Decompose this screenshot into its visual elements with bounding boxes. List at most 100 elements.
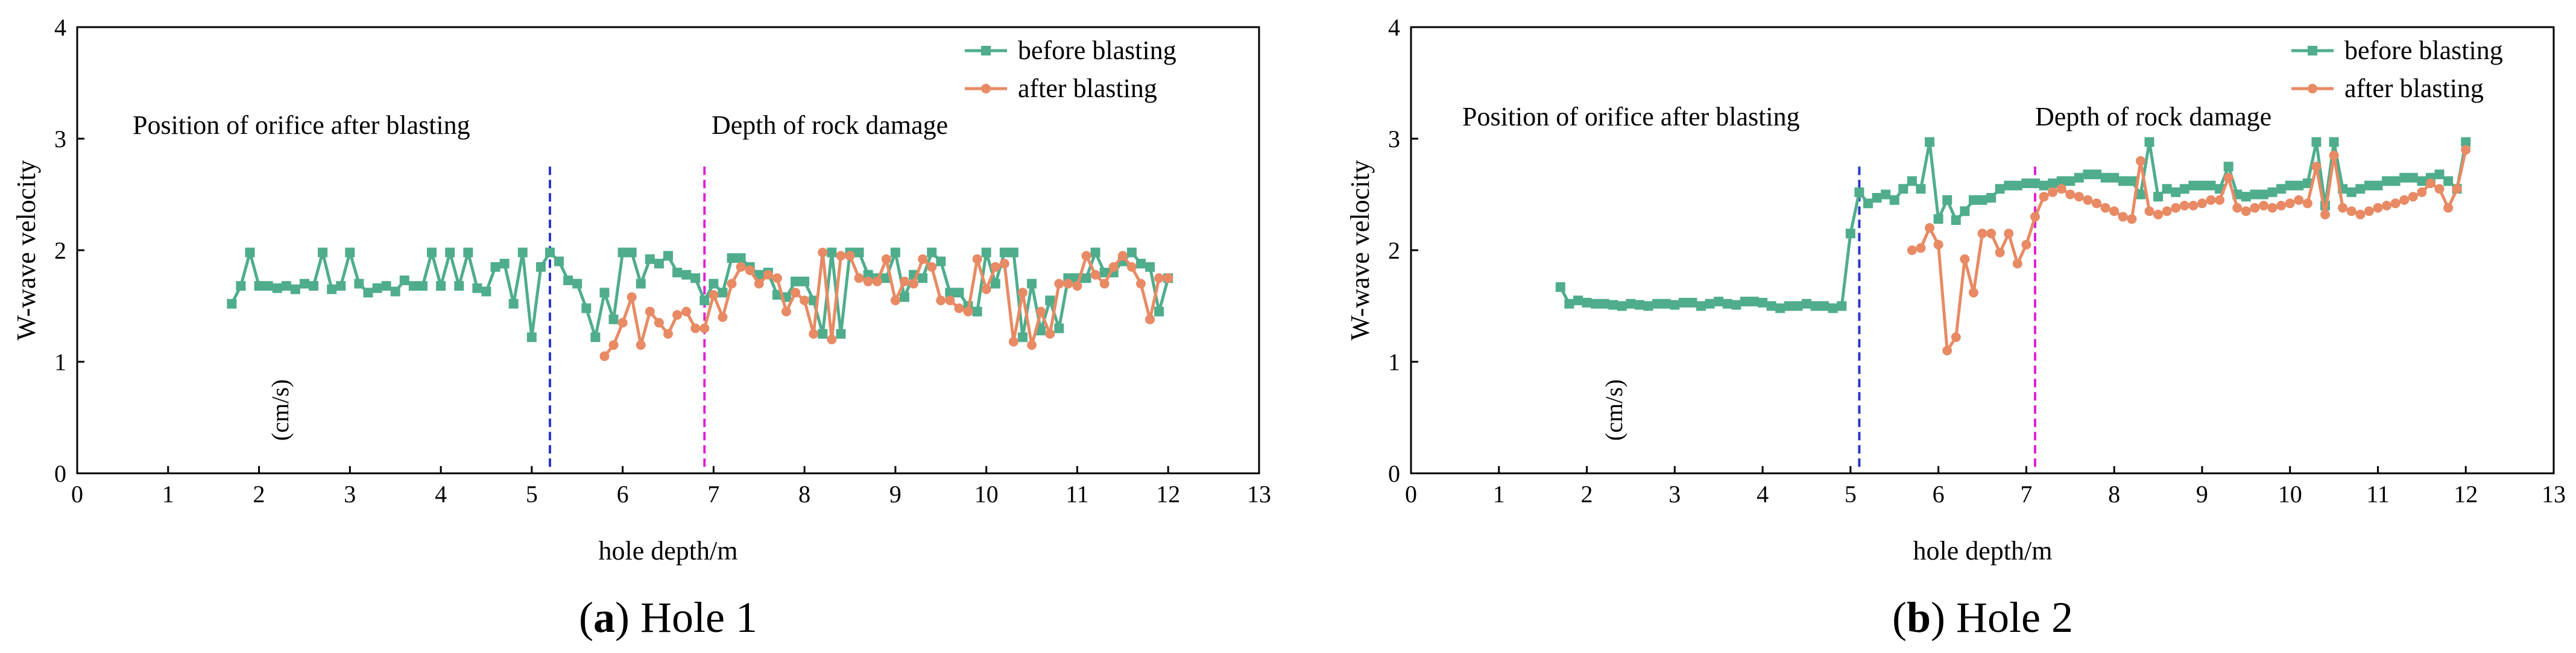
rock-damage-annotation: Depth of rock damage [2035, 102, 2271, 131]
series-line-after-blasting [603, 251, 1169, 358]
data-point [1889, 195, 1899, 205]
legend-marker-after-blasting [981, 84, 991, 93]
y-axis-title: W-wave velocity [11, 160, 41, 340]
data-point [1099, 279, 1110, 289]
data-point [1081, 273, 1091, 283]
data-point [1018, 288, 1028, 298]
legend-label-before-blasting: before blasting [1018, 36, 1176, 65]
data-point [1916, 243, 1926, 253]
data-point [2030, 178, 2040, 188]
data-point [1117, 251, 1128, 261]
rock-damage-annotation: Depth of rock damage [712, 110, 948, 140]
data-point [1731, 300, 1741, 310]
data-point [672, 268, 683, 277]
data-point [2153, 209, 2164, 219]
x-tick-label: 11 [2366, 481, 2390, 508]
data-point [2118, 212, 2128, 222]
data-point [2417, 176, 2427, 186]
data-point [636, 279, 646, 289]
y-tick-label: 2 [1388, 237, 1400, 264]
data-point [736, 253, 746, 263]
data-point [1687, 297, 1697, 308]
data-point [2197, 198, 2207, 209]
data-point [1986, 193, 1997, 203]
data-point [1608, 300, 1618, 310]
data-point [608, 340, 619, 350]
series-after-blasting [1907, 145, 2471, 356]
data-point [636, 340, 646, 350]
data-point [554, 256, 564, 267]
series-after-blasting [599, 247, 1173, 361]
data-point [736, 262, 746, 272]
data-point [1099, 268, 1110, 277]
data-point [2004, 229, 2014, 239]
data-point [818, 247, 828, 257]
data-point [617, 318, 628, 328]
x-tick-label: 13 [1247, 481, 1271, 508]
legend-marker-before-blasting [981, 46, 991, 55]
data-point [1617, 301, 1627, 311]
data-point [490, 262, 500, 272]
y-axis-unit: (cm/s) [267, 379, 294, 441]
x-tick-label: 2 [1581, 481, 1593, 508]
data-point [1045, 329, 1055, 339]
data-point [2144, 206, 2155, 216]
data-point [927, 262, 937, 272]
data-point [1696, 301, 1706, 311]
data-point [454, 281, 464, 291]
data-point [2144, 137, 2155, 147]
data-point [2443, 203, 2454, 213]
data-point [845, 251, 855, 261]
data-point [1564, 298, 1574, 309]
data-point [890, 247, 900, 257]
x-tick-label: 5 [526, 481, 538, 508]
data-point [445, 247, 455, 257]
x-axis-ticks: 0 1 2 3 4 5 6 7 8 9 10 11 12 13 [71, 466, 1271, 508]
x-tick-label: 10 [974, 481, 999, 508]
data-point [2021, 178, 2031, 188]
data-point [972, 254, 982, 264]
data-point [699, 323, 710, 333]
data-point [2443, 176, 2454, 186]
data-point [827, 247, 837, 257]
data-point [2188, 180, 2199, 191]
data-point [599, 288, 610, 298]
data-point [2223, 162, 2233, 172]
data-point [754, 279, 764, 289]
data-point [2382, 176, 2392, 186]
data-point [1793, 301, 1803, 311]
data-point [2039, 180, 2049, 191]
data-point [2285, 180, 2295, 191]
data-point [2294, 195, 2304, 205]
data-point [1907, 176, 1917, 186]
data-point [627, 247, 637, 257]
x-tick-label: 2 [253, 481, 265, 508]
data-point [309, 281, 318, 291]
data-point [1072, 281, 1082, 291]
legend: before blasting after blasting [965, 36, 1176, 103]
data-point [2004, 180, 2014, 191]
x-tick-label: 11 [1065, 481, 1089, 508]
data-point [2083, 169, 2093, 180]
data-point [690, 323, 701, 333]
x-tick-label: 0 [71, 481, 83, 508]
data-point [1828, 303, 1838, 314]
data-point [2302, 178, 2312, 188]
y-axis-title: W-wave velocity [1345, 160, 1375, 340]
data-point [2338, 203, 2348, 213]
data-point [2100, 203, 2110, 213]
data-point [645, 306, 655, 317]
data-point [2048, 187, 2058, 197]
x-tick-label: 12 [1156, 481, 1180, 508]
data-point [1145, 262, 1155, 272]
data-point [2276, 184, 2287, 194]
data-point [1837, 301, 1847, 311]
data-point [827, 335, 837, 344]
data-point [245, 247, 255, 257]
data-point [2311, 162, 2322, 172]
data-point [2461, 137, 2471, 147]
data-point [2267, 203, 2278, 213]
data-point [809, 329, 819, 339]
